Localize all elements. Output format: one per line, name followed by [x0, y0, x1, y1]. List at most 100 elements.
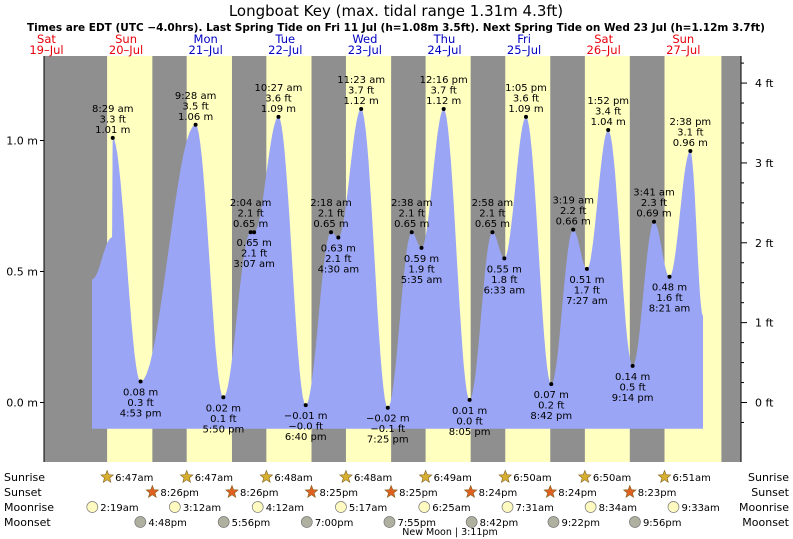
- tide-label: 0.65 m: [237, 238, 272, 249]
- tide-label: −0.1 ft: [370, 424, 405, 435]
- row-label-right: Moonset: [742, 516, 789, 529]
- left-tick-label: 0.5 m: [6, 266, 38, 279]
- tide-label: 0.48 m: [652, 283, 687, 294]
- day-date: 19–Jul: [29, 43, 63, 57]
- tide-point: [502, 256, 507, 261]
- tide-label: 3.6 ft: [265, 93, 291, 104]
- row-label-right: Moonrise: [739, 501, 789, 514]
- tide-point: [385, 405, 390, 410]
- tide-label: 9:14 pm: [612, 393, 654, 404]
- tide-label: 2.1 ft: [399, 209, 425, 220]
- moonset-time: 7:00pm: [315, 518, 354, 529]
- tide-area-path: [92, 109, 703, 429]
- tide-label: 2.1 ft: [237, 209, 263, 220]
- tide-label: 1.7 ft: [574, 285, 600, 296]
- tide-label: 2:38 am: [391, 198, 433, 209]
- tide-point: [276, 114, 281, 119]
- day-name: Mon: [194, 32, 218, 46]
- moonrise-icon: [501, 501, 514, 513]
- day-labels: Sat19–JulSun20–JulMon21–JulTue22–JulWed2…: [29, 32, 700, 57]
- tide-label: 6:33 am: [484, 285, 526, 296]
- star-icon: [225, 484, 239, 498]
- sunset-time: 8:25pm: [320, 488, 359, 499]
- moonset-icon: [465, 516, 478, 528]
- tide-label: 0.65 m: [313, 219, 348, 230]
- tide-label: 3.3 ft: [100, 114, 126, 125]
- tide-label: 8:29 am: [92, 104, 134, 115]
- tide-label: −0.02 m: [366, 414, 410, 425]
- row-label-left: Sunrise: [4, 471, 45, 484]
- tide-label: 10:27 am: [255, 83, 303, 94]
- tide-point: [248, 230, 253, 235]
- tide-point: [549, 382, 554, 387]
- right-tick-label: 0 ft: [755, 397, 774, 410]
- tide-label: 0.14 m: [615, 372, 650, 383]
- axes: 0.0 m 0.5 m 1.0 m 0 ft 1 ft 2 ft 3 ft 4 ft: [6, 56, 774, 462]
- star-icon: [657, 469, 672, 483]
- left-tick-label: 1.0 m: [6, 135, 38, 148]
- tide-point: [606, 128, 611, 133]
- tide-label: 1.06 m: [178, 112, 213, 123]
- tide-area: [92, 109, 703, 429]
- tide-label: 2:58 am: [472, 198, 514, 209]
- sunset-time: 8:23pm: [638, 488, 677, 499]
- tide-label: 2:04 am: [230, 198, 272, 209]
- day-date: 23–Jul: [348, 43, 382, 57]
- tide-label: 2.1 ft: [479, 209, 505, 220]
- tide-point: [221, 395, 226, 400]
- row-label-right: Sunrise: [748, 471, 789, 484]
- tide-label: 1:05 pm: [505, 83, 547, 94]
- moonrise-icon: [667, 501, 680, 513]
- day-name: Wed: [352, 32, 377, 46]
- tide-label: 3.7 ft: [348, 86, 374, 97]
- tide-label: 2.2 ft: [560, 206, 586, 217]
- tide-label: 1.12 m: [426, 96, 461, 107]
- tide-label: 0.07 m: [534, 390, 569, 401]
- tide-label: 0.5 ft: [619, 382, 645, 393]
- star-icon: [543, 484, 558, 498]
- tide-labels: 8:29 am3.3 ft1.01 m 0.08 m0.3 ft4:53 pm 9:…: [92, 75, 711, 446]
- right-tick-label: 4 ft: [755, 77, 774, 90]
- tide-label: 0.3 ft: [127, 398, 153, 409]
- tide-label: −0.01 m: [284, 411, 328, 422]
- moon-phase: New Moon | 3:11pm: [402, 527, 497, 538]
- moonrise-icon: [168, 501, 181, 513]
- tide-label: 0.63 m: [321, 243, 356, 254]
- tide-label: 0.59 m: [404, 254, 439, 265]
- moonset-time: 9:22pm: [561, 518, 600, 529]
- tide-label: 11:23 am: [337, 75, 385, 86]
- sunset-time: 8:24pm: [479, 488, 518, 499]
- tide-point: [110, 135, 115, 140]
- tide-label: 1.01 m: [95, 125, 130, 136]
- day-date: 27–Jul: [666, 43, 700, 57]
- tide-point: [193, 122, 198, 127]
- tide-point: [409, 230, 414, 235]
- day-name: Sat: [37, 32, 56, 46]
- day-name: Sun: [115, 32, 137, 46]
- moonset-icon: [300, 516, 313, 528]
- tide-label: 3.4 ft: [595, 107, 621, 118]
- star-icon: [463, 484, 478, 498]
- tide-point: [630, 363, 635, 368]
- tide-point: [138, 379, 143, 384]
- tide-point: [490, 230, 495, 235]
- tide-label: 0.65 m: [394, 219, 429, 230]
- moonrise-time: 4:12am: [266, 503, 304, 514]
- tide-label: 8:42 pm: [530, 411, 572, 422]
- star-icon: [622, 484, 637, 498]
- sunrise-time: 6:49am: [434, 473, 472, 484]
- right-tick-label: 1 ft: [755, 317, 774, 330]
- moonrise-icon: [251, 501, 264, 513]
- tide-label: 4:53 pm: [120, 409, 162, 420]
- chart-subtitle: Times are EDT (UTC −4.0hrs). Last Spring…: [27, 22, 765, 34]
- tide-label: 2.1 ft: [318, 209, 344, 220]
- tide-label: 0.65 m: [475, 219, 510, 230]
- star-icon: [577, 469, 592, 483]
- tide-label: 0.02 m: [206, 403, 241, 414]
- sunset-time: 8:24pm: [558, 488, 597, 499]
- sunrise-time: 6:51am: [673, 473, 711, 484]
- tide-point: [441, 107, 446, 112]
- star-icon: [339, 469, 353, 483]
